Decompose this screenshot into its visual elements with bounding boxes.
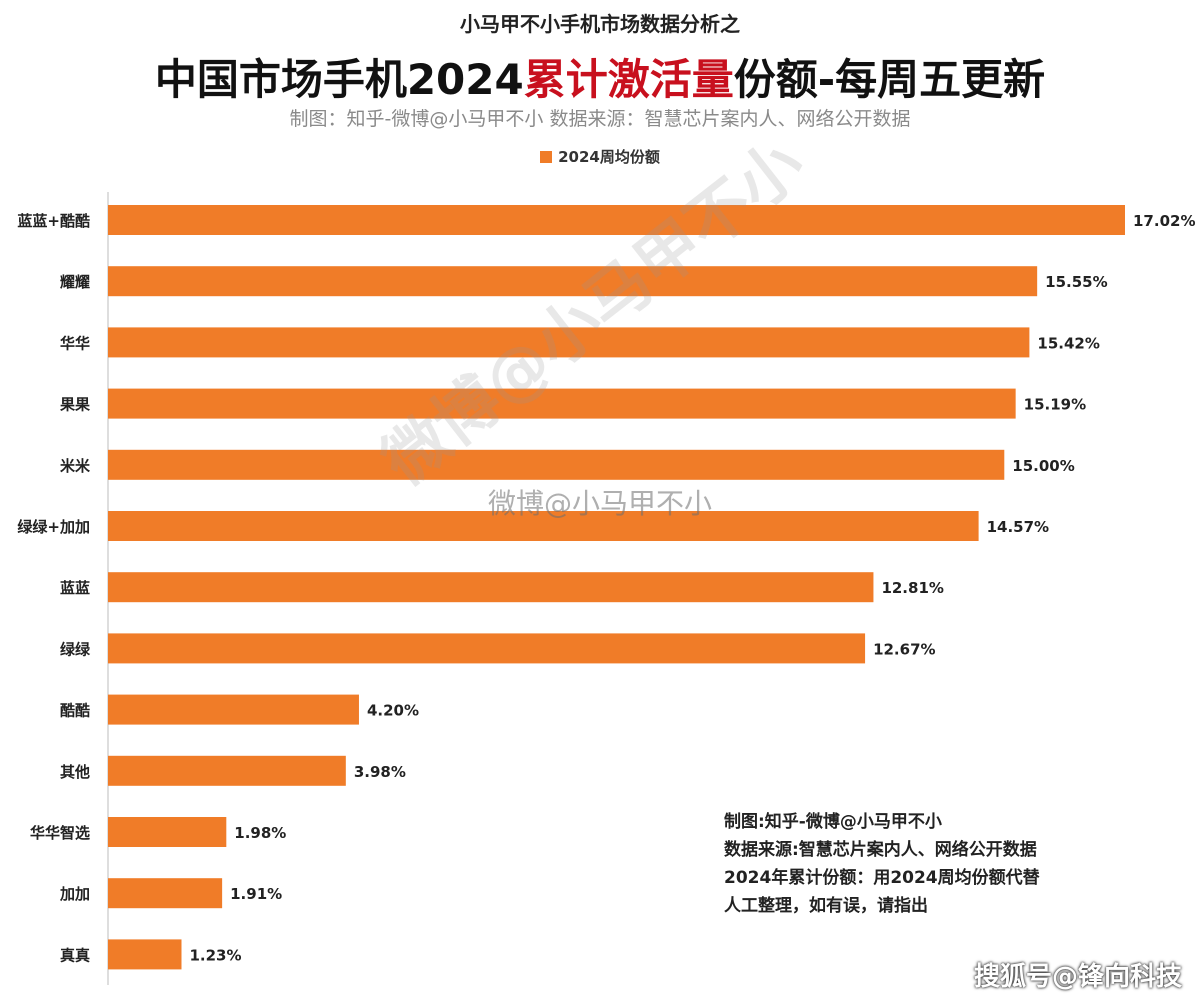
- category-label-0: 蓝蓝+酷酷: [17, 212, 90, 230]
- bar-10: [108, 817, 227, 847]
- value-label-7: 12.67%: [873, 640, 935, 658]
- bar-1: [108, 266, 1038, 297]
- category-label-1: 耀耀: [59, 273, 90, 291]
- value-label-11: 1.91%: [230, 885, 282, 903]
- note-line: 数据来源:智慧芯片案内人、网络公开数据: [724, 840, 1037, 860]
- value-label-3: 15.19%: [1024, 396, 1086, 414]
- main-title: 中国市场手机2024累计激活量份额-每周五更新: [0, 46, 1200, 107]
- bar-8: [108, 694, 359, 725]
- note-line: 2024年累计份额：用2024周均份额代替: [724, 868, 1040, 888]
- main-title-suffix: 份额-每周五更新: [733, 55, 1046, 104]
- weibo-watermark: 微博@小马甲不小: [488, 487, 713, 520]
- value-label-5: 14.57%: [987, 518, 1049, 536]
- legend: 2024周均份额: [0, 146, 1200, 167]
- value-label-9: 3.98%: [354, 763, 406, 781]
- value-label-0: 17.02%: [1133, 212, 1195, 230]
- credit-line: 制图：知乎-微博@小马甲不小 数据来源：智慧芯片案内人、网络公开数据: [289, 108, 911, 130]
- category-label-5: 绿绿+加加: [17, 518, 90, 536]
- main-title-highlight: 累计激活量: [523, 55, 734, 104]
- value-label-12: 1.23%: [189, 946, 241, 964]
- category-label-2: 华华: [60, 334, 90, 352]
- category-label-6: 蓝蓝: [60, 579, 90, 597]
- top-title: 小马甲不小手机市场数据分析之: [460, 12, 740, 36]
- sohu-watermark: 搜狐号@锋向科技: [973, 962, 1182, 992]
- value-label-2: 15.42%: [1037, 334, 1099, 352]
- bar-2: [108, 327, 1030, 358]
- bar-3: [108, 388, 1016, 419]
- bar-12: [108, 939, 182, 970]
- note-line: 制图:知乎-微博@小马甲不小: [724, 812, 942, 832]
- bar-4: [108, 449, 1005, 480]
- bar-0: [108, 205, 1125, 235]
- category-label-8: 酷酷: [60, 702, 90, 720]
- category-label-3: 果果: [59, 396, 91, 414]
- category-label-12: 真真: [60, 946, 90, 964]
- category-label-10: 华华智选: [30, 824, 90, 842]
- category-label-9: 其他: [60, 763, 90, 781]
- category-label-11: 加加: [59, 885, 90, 903]
- legend-swatch: [540, 151, 553, 163]
- bar-6: [108, 572, 874, 603]
- legend-label: 2024周均份额: [558, 148, 660, 166]
- main-title-prefix: 中国市场手机2024: [154, 55, 524, 104]
- value-label-4: 15.00%: [1012, 457, 1074, 475]
- note-line: 人工整理，如有误，请指出: [724, 896, 928, 916]
- bar-11: [108, 878, 223, 909]
- category-label-7: 绿绿: [60, 640, 91, 658]
- bar-9: [108, 755, 346, 786]
- value-label-8: 4.20%: [367, 702, 419, 720]
- value-label-1: 15.55%: [1045, 273, 1107, 291]
- category-label-4: 米米: [60, 457, 91, 475]
- bar-7: [108, 633, 866, 664]
- value-label-6: 12.81%: [881, 579, 943, 597]
- bar-5: [108, 511, 979, 541]
- notes-box: 制图:知乎-微博@小马甲不小 数据来源:智慧芯片案内人、网络公开数据 2024年…: [724, 808, 1124, 920]
- value-label-10: 1.98%: [234, 824, 286, 842]
